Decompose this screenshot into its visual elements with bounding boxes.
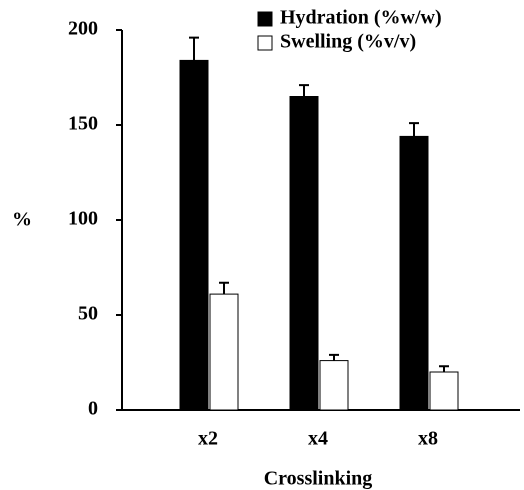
legend-swatch xyxy=(257,35,273,51)
x-tick-label: x4 xyxy=(308,428,328,450)
legend-label: Swelling (%v/v) xyxy=(280,31,416,53)
bar xyxy=(429,371,459,411)
x-tick-label: x2 xyxy=(198,428,218,450)
bar xyxy=(289,96,319,411)
y-tick-label: 0 xyxy=(88,398,98,420)
y-tick-label: 100 xyxy=(68,208,98,230)
y-tick-label: 50 xyxy=(78,303,98,325)
bar xyxy=(179,59,209,411)
error-bar xyxy=(219,281,229,295)
y-axis-label: % xyxy=(12,209,32,231)
error-bar xyxy=(299,84,309,97)
x-tick-label: x8 xyxy=(418,428,438,450)
bar xyxy=(209,293,239,411)
bar xyxy=(319,360,349,411)
error-bar xyxy=(189,36,199,61)
legend-swatch xyxy=(257,11,273,27)
x-axis-label: Crosslinking xyxy=(264,468,373,490)
y-tick-label: 150 xyxy=(68,113,98,135)
bar xyxy=(399,135,429,411)
error-bar xyxy=(329,353,339,361)
error-bar xyxy=(439,365,449,372)
y-tick-label: 200 xyxy=(68,18,98,40)
legend-label: Hydration (%w/w) xyxy=(280,7,442,29)
error-bar xyxy=(409,122,419,137)
